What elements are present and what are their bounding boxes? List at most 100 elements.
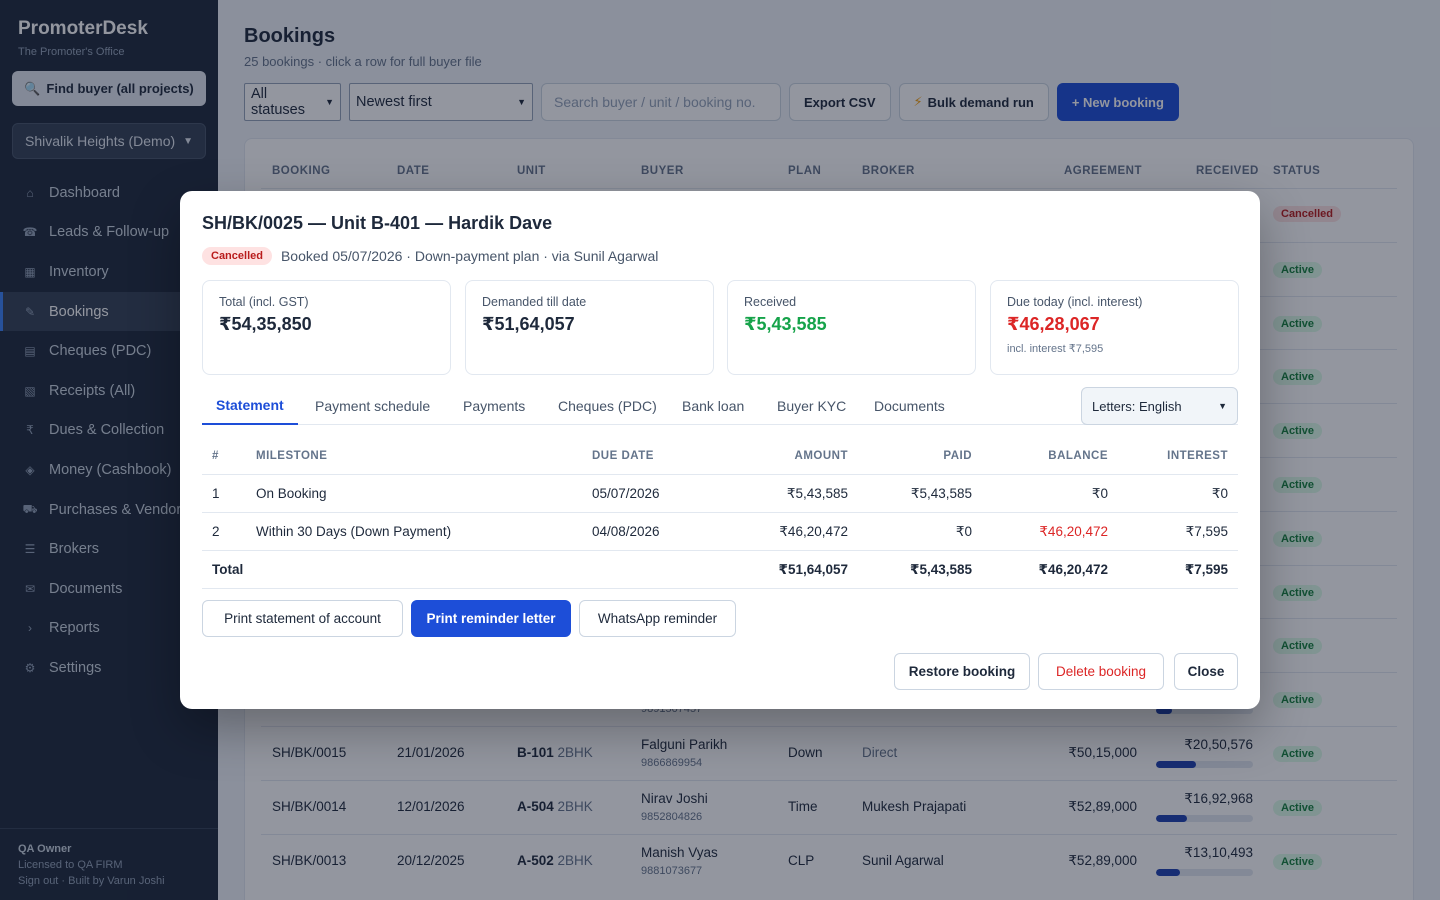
sidebar-item-purchases[interactable]: ⛟ Purchases & Vendors xyxy=(0,490,218,530)
print-statement-button[interactable]: Print statement of account xyxy=(202,600,403,637)
amount: ₹5,43,585 xyxy=(786,486,848,501)
table-row[interactable]: SH/BK/0015 21/01/2026 B-101 2BHK Falguni… xyxy=(261,726,1397,780)
status-badge: Cancelled xyxy=(1273,206,1341,222)
chevron-down-icon: ▼ xyxy=(1218,401,1227,411)
received-progress-fill xyxy=(1156,761,1196,768)
col-paid: PAID xyxy=(943,450,972,462)
receipt-icon: ▧ xyxy=(24,383,36,398)
total-label: Total xyxy=(212,562,244,577)
tab-statement[interactable]: Statement xyxy=(202,387,298,425)
table-row[interactable]: SH/BK/0014 12/01/2026 A-504 2BHK Nirav J… xyxy=(261,780,1397,834)
sidebar-item-reports[interactable]: › Reports xyxy=(0,609,218,649)
sidebar-item-settings[interactable]: ⚙ Settings xyxy=(0,648,218,688)
received-progress-fill xyxy=(1156,869,1181,876)
col-balance: BALANCE xyxy=(1048,450,1108,462)
owner-name: QA Owner xyxy=(18,843,72,855)
tab-payments[interactable]: Payments xyxy=(463,398,526,414)
whatsapp-reminder-button[interactable]: WhatsApp reminder xyxy=(579,600,736,637)
kpi-label: Total (incl. GST) xyxy=(219,295,309,309)
broker: Mukesh Prajapati xyxy=(862,799,967,814)
sidebar-item-brokers[interactable]: ☰ Brokers xyxy=(0,529,218,569)
total-paid: ₹5,43,585 xyxy=(910,562,972,577)
letter-language-select[interactable]: Letters: English ▼ xyxy=(1081,387,1238,425)
sign-out-link[interactable]: Sign out · Built by Varun Joshi xyxy=(18,875,165,887)
sidebar-item-documents[interactable]: ✉ Documents xyxy=(0,569,218,609)
rupee-icon: ₹ xyxy=(26,423,34,438)
total-amount: ₹51,64,057 xyxy=(778,562,848,577)
new-booking-button[interactable]: + New booking xyxy=(1056,83,1179,121)
phone-icon: ☎ xyxy=(22,225,38,240)
sort-select[interactable]: Newest first ▼ xyxy=(349,83,533,121)
status-badge: Active xyxy=(1273,585,1323,601)
interest: ₹0 xyxy=(1211,486,1228,501)
delete-booking-button[interactable]: Delete booking xyxy=(1038,653,1164,690)
mail-icon: ✉ xyxy=(24,581,36,596)
kpi-due-today: Due today (incl. interest) ₹46,28,067 in… xyxy=(990,280,1239,375)
buyer-phone: 9852804826 xyxy=(641,811,703,823)
kpi-label: Received xyxy=(744,295,797,309)
sidebar-item-label: Reports xyxy=(49,620,100,637)
received-amount: ₹16,92,968 xyxy=(1184,791,1253,806)
booking-number: SH/BK/0013 xyxy=(272,853,347,868)
chart-icon: › xyxy=(28,621,32,636)
broker: Sunil Agarwal xyxy=(862,853,944,868)
restore-booking-button[interactable]: Restore booking xyxy=(894,653,1030,690)
tab-cheques[interactable]: Cheques (PDC) xyxy=(558,398,657,414)
sidebar-item-label: Money (Cashbook) xyxy=(49,461,172,478)
find-buyer-button[interactable]: 🔍 Find buyer (all projects) xyxy=(12,71,206,106)
unit-type: 2BHK xyxy=(557,853,593,868)
brand-tagline: The Promoter's Office xyxy=(18,46,125,58)
booking-date: 21/01/2026 xyxy=(397,745,465,760)
unit-cell: B-101 2BHK xyxy=(517,745,593,760)
sidebar-item-receipts[interactable]: ▧ Receipts (All) xyxy=(0,371,218,411)
sidebar-item-money[interactable]: ◈ Money (Cashbook) xyxy=(0,450,218,490)
print-reminder-button[interactable]: Print reminder letter xyxy=(411,600,571,637)
col-received: RECEIVED xyxy=(1196,165,1259,177)
new-booking-label: + New booking xyxy=(1071,94,1164,110)
sidebar-item-cheques[interactable]: ▤ Cheques (PDC) xyxy=(0,331,218,371)
kpi-value: ₹5,43,585 xyxy=(744,314,827,334)
export-csv-button[interactable]: Export CSV xyxy=(789,83,891,121)
bulk-demand-button[interactable]: ⚡ Bulk demand run xyxy=(898,83,1049,121)
booking-number: SH/BK/0015 xyxy=(272,745,347,760)
grid-icon: ▦ xyxy=(24,264,36,279)
col-buyer: BUYER xyxy=(641,165,684,177)
plan: Down xyxy=(788,745,823,760)
brand-name: PromoterDesk xyxy=(18,18,148,39)
received-progress-bar xyxy=(1156,815,1253,822)
lightning-icon: ⚡ xyxy=(913,94,923,109)
balance: ₹0 xyxy=(1091,486,1108,501)
broker: Direct xyxy=(862,745,898,760)
sidebar-item-inventory[interactable]: ▦ Inventory xyxy=(0,252,218,292)
unit-type: 2BHK xyxy=(557,799,593,814)
status-filter-select[interactable]: All statuses ▼ xyxy=(244,83,341,121)
booking-meta-text: Booked 05/07/2026 · Down-payment plan · … xyxy=(280,248,659,264)
sidebar-footer: QA Owner Licensed to QA FIRM Sign out · … xyxy=(0,828,218,900)
gear-icon: ⚙ xyxy=(24,660,36,675)
received-progress-bar xyxy=(1156,869,1253,876)
col-date: DATE xyxy=(397,165,430,177)
col-plan: PLAN xyxy=(788,165,822,177)
status-filter-value: All statuses xyxy=(251,86,305,118)
booking-number: SH/BK/0014 xyxy=(272,799,347,814)
sidebar-item-dues[interactable]: ₹ Dues & Collection xyxy=(0,411,218,451)
truck-icon: ⛟ xyxy=(22,501,38,516)
search-input[interactable]: Search buyer / unit / booking no. xyxy=(541,83,781,121)
sidebar-item-leads[interactable]: ☎ Leads & Follow-up xyxy=(0,213,218,253)
table-row[interactable]: Cancelled xyxy=(261,188,1397,242)
tab-payment-schedule[interactable]: Payment schedule xyxy=(315,398,431,414)
tab-documents[interactable]: Documents xyxy=(874,398,945,414)
row-index: 1 xyxy=(212,486,220,501)
tab-buyer-kyc[interactable]: Buyer KYC xyxy=(777,398,847,414)
sidebar-item-label: Inventory xyxy=(49,263,109,280)
project-select[interactable]: Shivalik Heights (Demo) ▼ xyxy=(12,123,206,159)
table-row[interactable]: SH/BK/0013 20/12/2025 A-502 2BHK Manish … xyxy=(261,834,1397,888)
tab-bank-loan[interactable]: Bank loan xyxy=(682,398,745,414)
status-badge: Active xyxy=(1273,477,1323,493)
unit-type: 2BHK xyxy=(557,745,593,760)
received-amount: ₹20,50,576 xyxy=(1184,737,1253,752)
sidebar-item-dashboard[interactable]: ⌂ Dashboard xyxy=(0,173,218,213)
col-milestone: MILESTONE xyxy=(256,450,328,462)
paid: ₹5,43,585 xyxy=(910,486,972,501)
close-button[interactable]: Close xyxy=(1174,653,1238,690)
